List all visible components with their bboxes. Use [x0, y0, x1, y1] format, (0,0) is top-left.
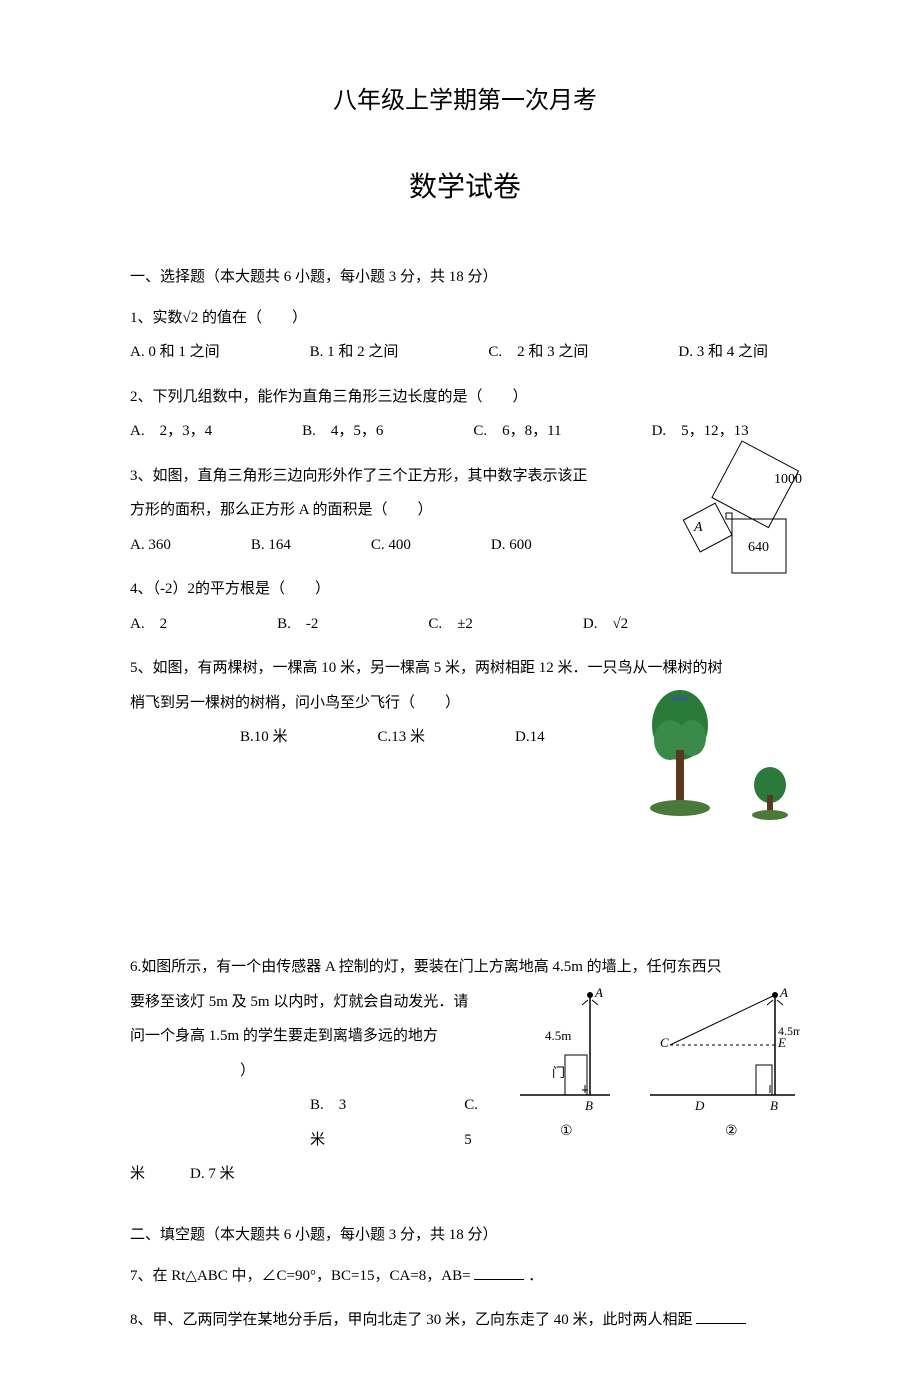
question-3: 1000 640 A 3、如图，直角三角形三边向形外作了三个正方形，其中数字表示…	[130, 459, 800, 563]
q4-options: A. 2 B. -2 C. ±2 D. √2	[130, 607, 800, 642]
question-1: 1、实数√2 的值在（ ） A. 0 和 1 之间 B. 1 和 2 之间 C.…	[130, 301, 800, 370]
q1-text: 1、实数√2 的值在（ ）	[130, 301, 800, 336]
q3-optC: C. 400	[371, 528, 411, 563]
section1-heading: 一、选择题（本大题共 6 小题，每小题 3 分，共 18 分）	[130, 264, 800, 291]
q6-fig2-height: 4.5m	[778, 1024, 800, 1038]
q6-fig2-C: C	[660, 1035, 669, 1050]
q4-optC: C. ±2	[428, 607, 473, 642]
q7-after: ．	[524, 1268, 543, 1284]
q2-optC: C. 6，8，11	[473, 414, 561, 449]
title-main: 八年级上学期第一次月考	[130, 80, 800, 123]
q5-options: B.10 米 C.13 米 D.14	[130, 720, 630, 755]
title-sub: 数学试卷	[130, 163, 800, 213]
q3-optB: B. 164	[251, 528, 291, 563]
q5-optD: D.14	[515, 720, 545, 755]
q6-fig2-label: ②	[725, 1124, 738, 1139]
q2-text: 2、下列几组数中，能作为直角三角形三边长度的是（ ）	[130, 380, 800, 415]
q6-figure: A B 门 4.5m ① A C E D B 4.5m ②	[510, 985, 800, 1155]
question-4: 4、（-2）2的平方根是（ ） A. 2 B. -2 C. ±2 D. √2	[130, 572, 800, 641]
q4-text: 4、（-2）2的平方根是（ ）	[130, 572, 800, 607]
q6-fig1-A: A	[594, 985, 603, 1000]
q6-fig2-A: A	[779, 985, 788, 1000]
q4-optD: D. √2	[583, 607, 628, 642]
q5-optC: C.13 米	[378, 720, 426, 755]
q3-fig-A: A	[693, 520, 703, 535]
q6-fig1-door: 门	[552, 1065, 565, 1080]
q6-text5: 米 D. 7 米	[130, 1157, 800, 1192]
q5-figure	[640, 690, 800, 840]
q6-fig1-label: ①	[560, 1124, 573, 1139]
q7-before: 7、在 Rt△ABC 中，∠C=90°，BC=15，CA=8，AB=	[130, 1268, 474, 1284]
question-5: 5、如图，有两棵树，一棵高 10 米，另一棵高 5 米，两树相距 12 米．一只…	[130, 651, 800, 940]
q1-optD: D. 3 和 4 之间	[678, 335, 768, 370]
q7-blank	[474, 1265, 524, 1280]
question-7: 7、在 Rt△ABC 中，∠C=90°，BC=15，CA=8，AB= ．	[130, 1259, 800, 1294]
q1-optA: A. 0 和 1 之间	[130, 335, 220, 370]
q6-fig1-B: B	[585, 1098, 593, 1113]
q6-text1: 6.如图所示，有一个由传感器 A 控制的灯，要装在门上方离地高 4.5m 的墙上…	[130, 950, 800, 985]
q2-optA: A. 2，3，4	[130, 414, 212, 449]
q3-fig-640: 640	[748, 540, 769, 555]
q5-text1: 5、如图，有两棵树，一棵高 10 米，另一棵高 5 米，两树相距 12 米．一只…	[130, 651, 800, 686]
q8-blank	[696, 1309, 746, 1324]
q3-figure: 1000 640 A	[670, 439, 820, 594]
q1-options: A. 0 和 1 之间 B. 1 和 2 之间 C. 2 和 3 之间 D. 3…	[130, 335, 800, 370]
q6-optC: C. 5	[464, 1088, 500, 1157]
q3-optA: A. 360	[130, 528, 171, 563]
q6-fig1-height: 4.5m	[545, 1028, 571, 1043]
q1-optB: B. 1 和 2 之间	[310, 335, 399, 370]
question-6: 6.如图所示，有一个由传感器 A 控制的灯，要装在门上方离地高 4.5m 的墙上…	[130, 950, 800, 1192]
q3-fig-1000: 1000	[774, 472, 802, 487]
question-8: 8、甲、乙两同学在某地分手后，甲向北走了 30 米，乙向东走了 40 米，此时两…	[130, 1303, 800, 1338]
q6-options: B. 3 米 C. 5	[130, 1088, 500, 1157]
q2-optB: B. 4，5，6	[302, 414, 383, 449]
q1-optC: C. 2 和 3 之间	[488, 335, 588, 370]
section2-heading: 二、填空题（本大题共 6 小题，每小题 3 分，共 18 分）	[130, 1222, 800, 1249]
q3-optD: D. 600	[491, 528, 532, 563]
q4-optB: B. -2	[277, 607, 318, 642]
q6-fig2-B: B	[770, 1098, 778, 1113]
q4-optA: A. 2	[130, 607, 167, 642]
q5-optB: B.10 米	[240, 720, 288, 755]
q6-fig2-D: D	[694, 1098, 705, 1113]
q8-before: 8、甲、乙两同学在某地分手后，甲向北走了 30 米，乙向东走了 40 米，此时两…	[130, 1312, 696, 1328]
q6-optB: B. 3 米	[310, 1088, 364, 1157]
